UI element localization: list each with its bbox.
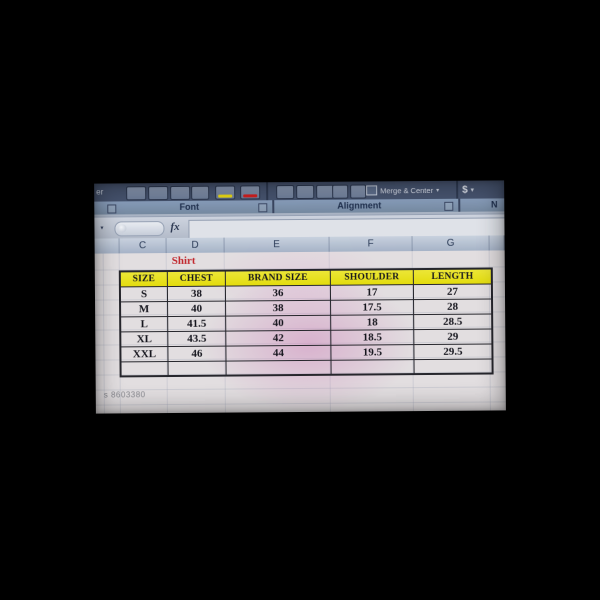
header-cell-length[interactable]: LENGTH	[413, 269, 491, 286]
merge-center-icon	[366, 185, 378, 196]
cell[interactable]: 38	[226, 300, 332, 317]
ribbon-group-divider	[456, 180, 459, 199]
merge-center-button[interactable]: Merge & Center ▾	[366, 183, 439, 198]
cell[interactable]: M	[121, 302, 169, 318]
ribbon-group-divider	[266, 182, 269, 201]
align-middle-button[interactable]	[296, 184, 315, 200]
fill-color-swatch	[218, 194, 233, 198]
column-header-c[interactable]: C	[119, 238, 167, 254]
group-label-divider	[272, 200, 275, 214]
font-size-button[interactable]	[148, 186, 169, 201]
borders-button[interactable]	[126, 186, 147, 201]
number-group-label-fragment: N	[490, 199, 498, 210]
align-top-button[interactable]	[276, 185, 295, 200]
cell[interactable]: 38	[167, 286, 227, 303]
cell[interactable]: 28	[414, 299, 492, 316]
font-color-button[interactable]	[240, 185, 261, 200]
merge-center-caret-icon: ▾	[436, 187, 440, 194]
cell[interactable]: 27	[413, 284, 492, 301]
cell[interactable]: 29.5	[414, 344, 492, 361]
currency-symbol: $	[462, 184, 468, 196]
alignment-button-group	[276, 184, 336, 200]
cell[interactable]: 18.5	[331, 330, 415, 346]
decrease-indent-button[interactable]	[332, 184, 349, 199]
cell[interactable]: 40	[226, 315, 332, 332]
row-header-corner	[94, 238, 120, 254]
excel-screen-photo: er	[94, 180, 506, 414]
cell[interactable]: XXL	[121, 347, 169, 363]
size-chart-table: SIZE CHEST BRAND SIZE SHOULDER LENGTH S …	[118, 267, 494, 378]
cell[interactable]: 44	[226, 345, 332, 362]
alignment-group-label: Alignment	[337, 200, 382, 211]
insert-function-icon[interactable]: fx	[170, 220, 180, 234]
empty-row	[121, 359, 492, 376]
cell[interactable]: 28.5	[414, 314, 492, 331]
cell[interactable]: 42	[226, 330, 332, 347]
column-header-filler	[489, 235, 505, 251]
cell[interactable]: L	[121, 317, 169, 333]
cell[interactable]: 41.5	[168, 316, 227, 333]
increase-indent-button[interactable]	[350, 184, 367, 199]
cell[interactable]: 29	[414, 329, 492, 346]
cell[interactable]: 19.5	[331, 345, 415, 361]
cell[interactable]	[121, 362, 169, 376]
group-label-divider	[458, 198, 461, 212]
cell[interactable]	[331, 360, 415, 374]
header-cell-size[interactable]: SIZE	[120, 272, 168, 288]
cell[interactable]: 40	[168, 301, 227, 318]
name-box-highlight	[118, 224, 127, 233]
fill-color-button[interactable]	[215, 185, 236, 200]
name-box-dropdown-icon[interactable]: ▾	[100, 225, 104, 232]
underline-button[interactable]	[170, 185, 191, 201]
cell[interactable]: 18	[331, 315, 415, 331]
column-header-e[interactable]: E	[224, 236, 330, 253]
alignment-dialog-launcher-icon[interactable]	[444, 201, 454, 211]
font-dialog-launcher-icon[interactable]	[258, 203, 268, 213]
cell[interactable]: S	[120, 287, 169, 303]
cell[interactable]: 17	[330, 285, 415, 301]
cell[interactable]: 36	[225, 285, 332, 302]
column-header-d[interactable]: D	[166, 237, 225, 254]
border-style-button[interactable]	[191, 185, 210, 200]
worksheet-area: Shirt SIZE CHEST BRAND SIZE SHOULDER LEN…	[94, 250, 506, 414]
name-box[interactable]	[114, 221, 165, 237]
font-style-button-group	[126, 185, 192, 201]
cell[interactable]	[168, 361, 227, 376]
cell[interactable]: 46	[168, 346, 227, 363]
clipboard-dialog-launcher-icon[interactable]	[107, 204, 117, 214]
font-color-swatch	[243, 194, 258, 198]
cell[interactable]	[226, 360, 332, 375]
cell[interactable]: 17.5	[331, 300, 415, 316]
merge-center-label: Merge & Center	[380, 185, 434, 195]
indent-button-group	[332, 184, 368, 199]
column-header-f[interactable]: F	[329, 236, 413, 252]
column-header-g[interactable]: G	[412, 235, 490, 252]
header-cell-chest[interactable]: CHEST	[167, 271, 226, 288]
cell[interactable]: XL	[121, 332, 169, 348]
font-group-label: Font	[179, 201, 200, 212]
photo-watermark: s 8603380	[103, 390, 146, 400]
accounting-format-button[interactable]: $ ▾	[462, 183, 474, 197]
currency-caret-icon: ▾	[470, 187, 474, 194]
cell[interactable]	[414, 359, 491, 373]
cell[interactable]: 43.5	[168, 331, 227, 348]
shirt-title-cell[interactable]: Shirt	[171, 254, 196, 268]
format-painter-label-fragment: er	[96, 187, 104, 197]
header-cell-brand-size[interactable]: BRAND SIZE	[225, 270, 331, 287]
header-cell-shoulder[interactable]: SHOULDER	[330, 270, 414, 286]
